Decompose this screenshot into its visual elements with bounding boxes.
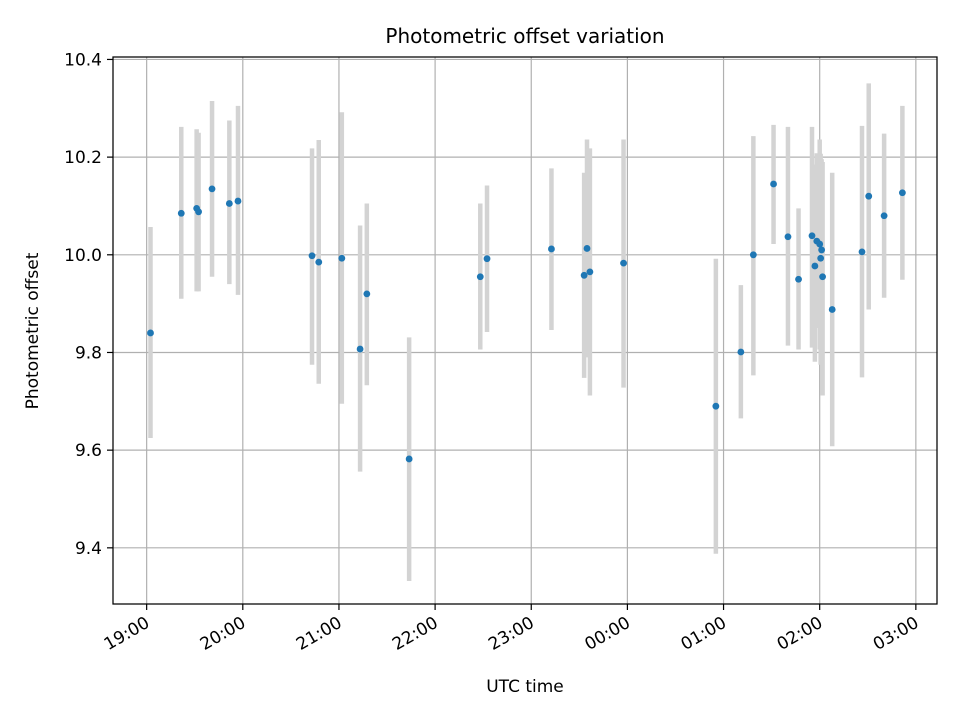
data-points	[147, 180, 906, 463]
data-point	[234, 197, 242, 205]
data-point	[749, 251, 757, 259]
data-point	[548, 245, 555, 253]
y-axis-label: Photometric offset	[23, 252, 43, 409]
data-point	[737, 348, 745, 356]
y-tick-label: 10.4	[64, 50, 102, 70]
data-point	[811, 262, 819, 270]
data-point	[405, 455, 413, 463]
data-point	[356, 345, 364, 353]
y-tick-label: 9.8	[75, 343, 102, 363]
data-point	[784, 233, 792, 241]
data-point	[208, 185, 216, 193]
data-point	[770, 180, 777, 188]
data-point	[308, 252, 316, 260]
data-point	[819, 273, 826, 281]
data-point	[363, 290, 371, 298]
data-point	[816, 240, 824, 248]
data-point	[620, 259, 627, 267]
data-point	[147, 329, 154, 337]
data-point	[818, 246, 826, 254]
plot-frame	[112, 56, 938, 605]
data-point	[712, 402, 720, 410]
data-point	[177, 209, 185, 217]
chart-title: Photometric offset variation	[385, 24, 664, 48]
y-tick-label: 10.2	[64, 148, 102, 168]
y-axis-ticks: 9.4 9.6 9.8 10.0 10.2 10.4	[64, 50, 113, 559]
data-point	[828, 306, 836, 313]
x-axis-label: UTC time	[486, 677, 564, 697]
data-point	[315, 258, 323, 266]
data-point	[225, 200, 233, 207]
data-point	[476, 273, 484, 281]
data-point	[858, 248, 866, 256]
data-point	[586, 268, 594, 276]
data-point	[880, 212, 888, 220]
data-point	[817, 254, 825, 262]
data-point	[483, 255, 491, 263]
data-point	[898, 189, 906, 197]
y-tick-label: 10.0	[64, 246, 102, 266]
data-point	[338, 254, 346, 262]
data-point	[583, 245, 591, 252]
y-tick-label: 9.4	[75, 539, 102, 559]
data-point	[865, 192, 873, 200]
data-point	[195, 208, 202, 216]
y-tick-label: 9.6	[75, 441, 102, 461]
data-point	[580, 271, 588, 279]
data-point	[808, 232, 816, 240]
data-point	[795, 275, 802, 283]
